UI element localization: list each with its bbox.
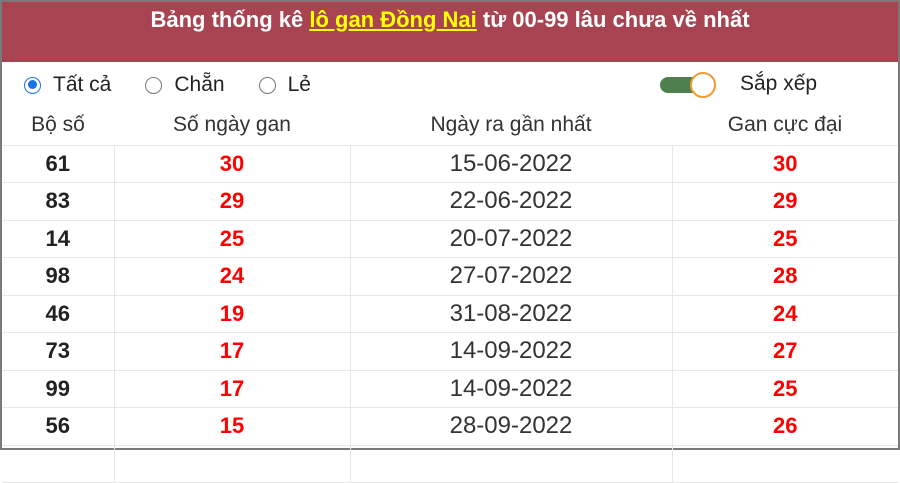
cell-number: 46 [2, 294, 114, 333]
cell-last-date: 28-09-2022 [349, 407, 672, 446]
title-prefix: Bảng thống kê [150, 7, 310, 32]
radio-label: Chẵn [174, 73, 225, 96]
cell-max: 30 [671, 144, 898, 183]
cell-days: 24 [113, 257, 350, 296]
cell-days: 30 [113, 144, 350, 183]
table-row: 56 15 28-09-2022 26 [2, 407, 898, 446]
cell-last-date: 22-06-2022 [349, 182, 672, 221]
cell-days: 15 [113, 407, 350, 446]
radio-label: Tất cả [53, 73, 112, 96]
cell-max: 27 [671, 332, 898, 371]
table-row: 14 25 20-07-2022 25 [2, 219, 898, 258]
table-row: 83 29 22-06-2022 29 [2, 182, 898, 221]
lo-gan-table: Bộ số Số ngày gan Ngày ra gần nhất Gan c… [2, 106, 898, 483]
cell-number: 98 [2, 257, 114, 296]
radio-selected-icon[interactable] [24, 76, 41, 94]
cell-last-date: 20-07-2022 [349, 219, 672, 258]
cell-last-date: 15-06-2022 [349, 144, 672, 183]
col-header-last-date: Ngày ra gần nhất [430, 113, 592, 137]
cell-number: 73 [2, 332, 114, 371]
table-row: 73 17 14-09-2022 27 [2, 332, 898, 371]
cell-number: 61 [2, 144, 114, 183]
table-row: 98 24 27-07-2022 28 [2, 257, 898, 296]
cell-max: 29 [671, 182, 898, 221]
cell-number: 99 [2, 369, 114, 408]
cell-max: 24 [671, 294, 898, 333]
col-header-days: Số ngày gan [173, 113, 291, 137]
page-title: Bảng thống kê lô gan Đồng Nai từ 00-99 l… [2, 2, 898, 62]
cell-days: 19 [113, 294, 350, 333]
cell-days: 17 [113, 369, 350, 408]
empty-cell [349, 444, 672, 483]
table-row-partial [2, 444, 898, 483]
cell-max: 28 [671, 257, 898, 296]
cell-last-date: 31-08-2022 [349, 294, 672, 333]
cell-number: 56 [2, 407, 114, 446]
cell-max: 25 [671, 369, 898, 408]
cell-last-date: 14-09-2022 [349, 332, 672, 371]
cell-last-date: 14-09-2022 [349, 369, 672, 408]
cell-max: 25 [671, 219, 898, 258]
col-header-number: Bộ số [31, 113, 85, 137]
cell-days: 25 [113, 219, 350, 258]
toggle-knob[interactable] [690, 72, 716, 98]
radio-icon[interactable] [145, 76, 163, 94]
cell-last-date: 27-07-2022 [349, 257, 672, 296]
cell-number: 14 [2, 219, 114, 258]
col-header-max: Gan cực đại [727, 113, 843, 137]
empty-cell [113, 444, 350, 483]
sort-label: Sắp xếp [740, 72, 818, 95]
table-row: 61 30 15-06-2022 30 [2, 144, 898, 183]
radio-even[interactable]: Chẵn [145, 73, 225, 97]
cell-days: 17 [113, 332, 350, 371]
empty-cell [671, 444, 898, 483]
table-row: 99 17 14-09-2022 25 [2, 369, 898, 408]
lo-gan-link[interactable]: lô gan Đồng Nai [309, 7, 477, 32]
radio-all[interactable]: Tất cả [24, 73, 111, 97]
radio-icon[interactable] [258, 76, 276, 94]
empty-cell [2, 444, 114, 483]
cell-max: 26 [671, 407, 898, 446]
sort-toggle[interactable] [660, 72, 726, 98]
radio-label: Lẻ [287, 73, 311, 96]
filter-bar: Tất cả Chẵn Lẻ Sắp xếp [2, 64, 898, 106]
table-row: 46 19 31-08-2022 24 [2, 294, 898, 333]
radio-odd[interactable]: Lẻ [258, 73, 311, 97]
title-suffix: từ 00-99 lâu chưa về nhất [476, 7, 750, 32]
cell-days: 29 [113, 182, 350, 221]
cell-number: 83 [2, 182, 114, 221]
